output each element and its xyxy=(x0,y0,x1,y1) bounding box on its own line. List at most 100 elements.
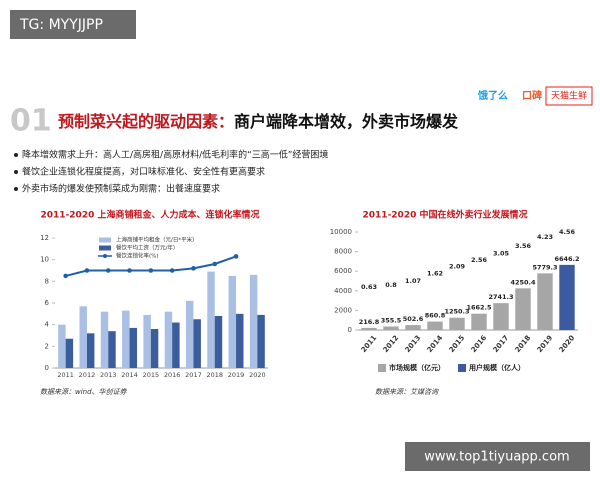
bar xyxy=(129,327,138,368)
y-tick-label: 8000 xyxy=(334,248,352,256)
line-point xyxy=(105,268,111,273)
y-tick-label: 6000 xyxy=(334,267,352,275)
bar xyxy=(122,310,130,368)
legend-swatch xyxy=(458,364,466,372)
y-tick-label: 4000 xyxy=(334,287,352,295)
x-tick-label: 2015 xyxy=(143,371,160,379)
logo: 口碑 xyxy=(522,89,542,102)
line-point xyxy=(63,273,68,279)
bar xyxy=(383,326,399,330)
legend-label: 餐饮连锁化率(%) xyxy=(116,252,159,260)
x-tick-label: 2018 xyxy=(206,371,223,379)
x-tick-label: 2020 xyxy=(249,371,266,379)
bar xyxy=(79,306,87,368)
line-point xyxy=(84,268,90,273)
value-label: 2741.3 xyxy=(488,293,513,301)
bar xyxy=(108,331,116,368)
y-tick-label: 12 xyxy=(40,234,49,242)
x-tick-label: 2012 xyxy=(79,371,96,379)
y-tick-label: 2 xyxy=(45,342,49,350)
x-tick-label: 2017 xyxy=(185,371,202,379)
x-tick-label: 2019 xyxy=(228,371,245,379)
bar xyxy=(193,319,201,368)
value-label: 3.05 xyxy=(493,249,510,257)
bar xyxy=(537,273,553,330)
legend-swatch xyxy=(99,245,111,251)
bar xyxy=(228,275,237,368)
bar xyxy=(515,288,531,330)
legend-label: 餐饮平均工资（万元/年） xyxy=(116,244,178,252)
y-tick-label: 6 xyxy=(45,299,50,307)
logo: 饿了么 xyxy=(477,89,508,102)
value-label: 1662.5 xyxy=(466,304,492,312)
value-label: 4250.4 xyxy=(510,278,536,286)
line-point xyxy=(127,268,132,273)
bar xyxy=(65,338,74,368)
value-label: 6646.2 xyxy=(554,255,579,263)
bullet: 外卖市场的爆发使预制菜成为刚需：出餐速度要求 xyxy=(22,183,220,195)
line-point xyxy=(148,268,154,273)
value-label: 1.07 xyxy=(405,277,421,285)
chart-source: 数据来源：wind、华创证券 xyxy=(40,388,128,396)
bar xyxy=(405,325,421,330)
x-tick-label: 2013 xyxy=(100,371,117,379)
bar xyxy=(559,264,575,330)
bar xyxy=(172,322,180,368)
bar xyxy=(214,316,223,368)
bar xyxy=(236,313,244,368)
y-tick-label: 10 xyxy=(40,256,49,264)
bar xyxy=(143,314,151,368)
bar xyxy=(493,303,509,330)
value-label: 4.23 xyxy=(537,233,553,241)
value-label: 0.8 xyxy=(385,281,397,289)
value-label: 3.56 xyxy=(515,242,532,250)
y-tick-label: 0 xyxy=(348,326,352,334)
y-tick-label: 0 xyxy=(45,364,49,372)
bullet: 降本增效需求上升：高人工/高房租/高原材料/低毛利率的“三高一低”经营困境 xyxy=(22,149,328,161)
watermark: TG: MYYJJPP xyxy=(19,17,103,33)
bar xyxy=(185,300,194,368)
line-point xyxy=(191,266,196,271)
x-tick-label: 2016 xyxy=(164,371,181,379)
value-label: 216.8 xyxy=(359,318,380,326)
logo: 天猫生鲜 xyxy=(551,90,587,102)
value-label: 355.5 xyxy=(381,317,402,325)
bullet-dot xyxy=(14,170,18,174)
headline: 预制菜兴起的驱动因素：商户端降本增效，外卖市场爆发 xyxy=(58,112,459,131)
value-label: 1.62 xyxy=(427,269,443,277)
value-label: 5779.3 xyxy=(532,263,557,271)
watermark-box xyxy=(10,10,136,39)
bar xyxy=(86,333,95,368)
bar xyxy=(471,313,487,330)
value-label: 502.6 xyxy=(403,315,424,323)
chart-title: 2011-2020 中国在线外卖行业发展情况 xyxy=(363,209,528,221)
legend-swatch xyxy=(103,254,107,258)
legend-swatch xyxy=(378,364,386,372)
value-label: 2.56 xyxy=(471,256,488,264)
headline-black: 商户端降本增效，外卖市场爆发 xyxy=(234,112,459,131)
legend-label: 用户规模（亿人） xyxy=(469,363,525,372)
y-tick-label: 10000 xyxy=(330,228,352,236)
line-point xyxy=(169,268,175,273)
section-number: 01 xyxy=(10,104,52,139)
y-tick-label: 8 xyxy=(45,277,49,285)
value-label: 2.09 xyxy=(449,263,466,271)
line-point xyxy=(212,261,218,267)
bullet: 餐饮企业连锁化程度提高，对口味标准化、安全性有更高要求 xyxy=(22,166,265,178)
value-label: 1250.3 xyxy=(444,308,469,316)
bar xyxy=(257,314,265,368)
legend-swatch xyxy=(99,237,111,243)
headline-red: 预制菜兴起的驱动因素： xyxy=(58,112,234,131)
x-tick-label: 2014 xyxy=(121,371,138,379)
bar xyxy=(449,317,465,330)
footer-url: www.top1tiyuapp.com xyxy=(424,450,569,465)
value-label: 0.63 xyxy=(361,283,377,291)
bullet-dot xyxy=(14,187,18,191)
legend-label: 市场规模（亿元） xyxy=(389,363,445,372)
bar xyxy=(100,311,109,368)
value-label: 860.8 xyxy=(425,312,446,320)
y-tick-label: 4 xyxy=(45,321,50,329)
